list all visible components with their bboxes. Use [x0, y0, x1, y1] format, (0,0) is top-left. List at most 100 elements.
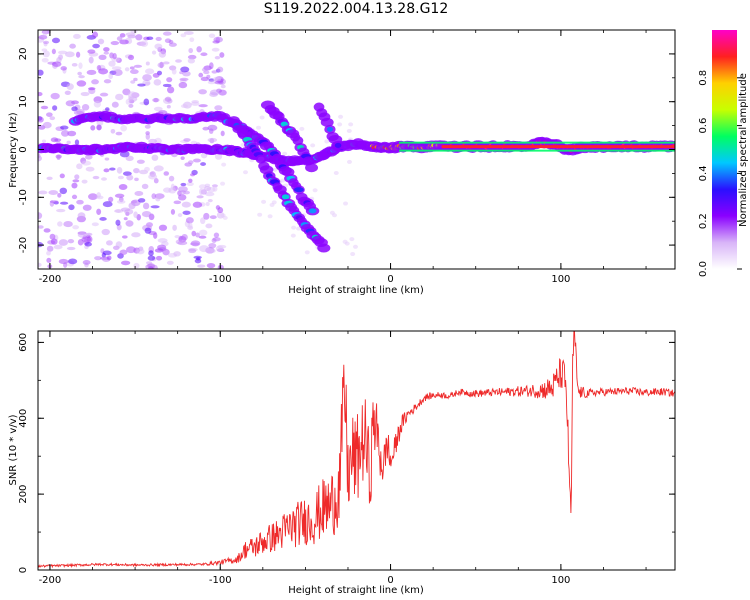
snr-series-line	[38, 331, 675, 569]
spectrogram-noise-mark	[143, 98, 150, 106]
spectrogram-noise-mark	[108, 60, 116, 67]
spectrogram-noise-mark	[58, 239, 68, 246]
spectrogram-noise-mark	[81, 160, 92, 166]
spectrogram-noise-mark	[175, 239, 184, 245]
spectrogram-noise-mark	[162, 61, 170, 65]
spectrogram-noise-mark	[91, 222, 99, 227]
spectrogram-noise-mark	[207, 80, 216, 85]
spectrogram-noise-mark	[192, 201, 203, 208]
spectrogram-noise-mark	[200, 162, 207, 166]
spectrogram-noise-mark	[352, 244, 358, 249]
spectrogram-noise-mark	[102, 201, 113, 208]
spectrogram-noise-mark	[119, 39, 129, 45]
spectrogram-noise-mark	[212, 40, 220, 44]
spectrogram-carrier-edge	[399, 141, 675, 144]
spectrogram-noise-mark	[215, 245, 224, 252]
spectrogram-noise-mark	[208, 243, 217, 249]
spectrogram-noise-mark	[185, 217, 194, 224]
spectrogram-noise-mark	[217, 66, 224, 73]
spectrogram-noise-mark	[98, 68, 109, 75]
spectrogram-noise-mark	[177, 213, 183, 218]
spectrogram-noise-mark	[92, 31, 99, 38]
spectrogram-noise-mark	[181, 201, 191, 208]
spectrogram-noise-mark	[182, 210, 191, 215]
spectrogram-noise-mark	[243, 170, 249, 175]
spectrogram-noise-mark	[77, 231, 87, 238]
spectrogram-noise-mark	[198, 229, 208, 236]
spectrogram-noise-mark	[106, 240, 113, 246]
spectrogram-noise-mark	[203, 70, 210, 75]
spectrogram-noise-mark	[82, 260, 91, 265]
spectrogram-trace-core	[281, 194, 290, 200]
snr-y-tick-label: 0	[18, 567, 29, 573]
spectrogram-noise-mark	[92, 43, 100, 49]
spectrogram-noise-mark	[148, 138, 158, 144]
spectrogram-noise-mark	[310, 143, 316, 148]
snr-x-ticks: -200 -100 0 100	[39, 331, 647, 586]
spectrogram-noise-mark	[214, 153, 223, 160]
spectrogram-noise-mark	[196, 46, 202, 53]
spectrogram-noise-mark	[142, 74, 152, 82]
spectrogram-noise-mark	[158, 224, 168, 231]
spectrogram-noise-mark	[86, 69, 97, 76]
spectrogram-noise-mark	[211, 184, 218, 188]
spectrogram-noise-mark	[85, 232, 93, 236]
spectrogram-noise-mark	[346, 128, 352, 133]
spectrogram-noise-mark	[96, 208, 102, 215]
spectrogram-noise-mark	[60, 125, 69, 130]
spectrogram-noise-mark	[180, 182, 187, 187]
spectrogram-noise-mark	[119, 249, 128, 255]
spectrogram-noise-mark	[58, 258, 69, 265]
spectrogram-noise-mark	[120, 125, 128, 132]
spectrogram-noise-mark	[146, 261, 153, 265]
spectrogram-noise-mark	[189, 37, 195, 43]
colorbar-label: Normalized spectral amplitude	[738, 73, 749, 227]
spectrogram-noise-mark	[59, 187, 68, 195]
spectrogram-noise-mark	[166, 104, 171, 109]
spectrogram-noise-mark	[43, 228, 51, 233]
spectrogram-noise-mark	[146, 36, 154, 41]
spectrogram-noise-mark	[115, 209, 122, 213]
spectrogram-noise-mark	[269, 202, 275, 207]
spectrogram-trace-core	[334, 142, 342, 148]
spectrogram-noise-mark	[117, 175, 124, 180]
colorbar: 0.0 0.2 0.4 0.6 0.8 Normalized spectral ampl…	[698, 30, 749, 277]
spectrogram-noise-mark	[96, 124, 102, 131]
spectrogram-noise-mark	[163, 171, 170, 176]
spectrogram-noise-mark	[38, 92, 43, 97]
spectrogram-noise-mark	[177, 194, 187, 201]
spectrogram-noise-mark	[129, 66, 135, 70]
spectrogram-noise-mark	[128, 202, 136, 210]
spectrogram-noise-mark	[173, 200, 182, 205]
spectrogram-noise-mark	[312, 188, 318, 193]
colorbar-tick-label: 0.4	[698, 165, 709, 181]
spectrogram-noise-mark	[170, 183, 175, 191]
spectrogram-noise-mark	[74, 174, 80, 180]
snr-frame	[37, 330, 676, 571]
snr-x-axis-label: Height of straight line (km)	[288, 585, 424, 596]
spectrogram-noise-mark	[88, 193, 98, 200]
spectrogram-noise-mark	[93, 100, 101, 108]
spectrogram-noise-mark	[108, 196, 114, 203]
spectrogram-noise-mark	[188, 248, 197, 254]
spectrogram-noise-mark	[152, 264, 158, 269]
spectrogram-noise-mark	[190, 240, 201, 247]
spectrogram-noise-mark	[116, 167, 123, 174]
spectrogram-noise-mark	[111, 101, 119, 108]
spectrogram-noise-mark	[148, 266, 154, 269]
spectrogram-noise-mark	[337, 122, 343, 127]
spectrogram-noise-mark	[50, 238, 58, 245]
spectrogram-noise-mark	[103, 47, 110, 52]
spectrogram-carrier-core	[441, 145, 675, 149]
spectrogram-noise-mark	[142, 202, 150, 210]
colorbar-tick-label: 0.0	[698, 261, 709, 277]
snr-x-tick-label: 100	[551, 575, 570, 586]
spectrogram-noise-mark	[166, 260, 174, 265]
spectrogram-noise-mark	[272, 167, 278, 172]
spectrogram-noise-mark	[299, 126, 305, 131]
spectrogram-noise-mark	[207, 199, 213, 203]
spectrogram-noise-mark	[267, 214, 273, 219]
spectrogram-noise-mark	[66, 83, 74, 91]
spectrogram-noise-mark	[180, 33, 187, 38]
spectrogram-noise-mark	[221, 162, 227, 167]
